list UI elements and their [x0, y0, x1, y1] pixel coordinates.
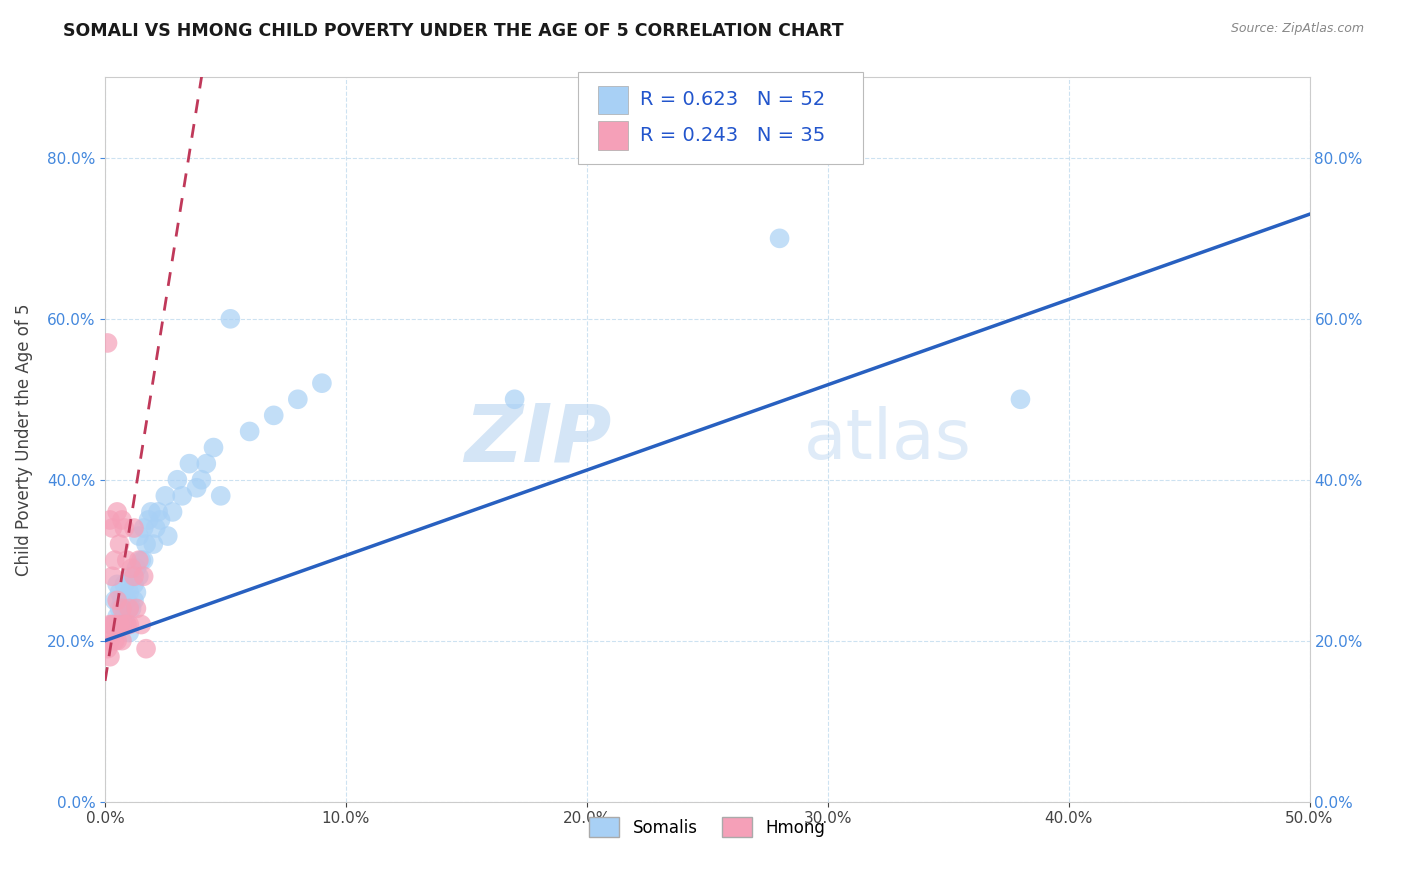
Point	[128, 529, 150, 543]
Point	[118, 617, 141, 632]
Point	[96, 633, 118, 648]
Point	[132, 521, 155, 535]
Point	[132, 553, 155, 567]
Point	[115, 593, 138, 607]
Point	[125, 561, 148, 575]
Point	[311, 376, 333, 391]
Point	[190, 473, 212, 487]
Point	[121, 569, 143, 583]
Point	[112, 521, 135, 535]
Point	[146, 505, 169, 519]
Point	[1010, 392, 1032, 407]
Point	[101, 617, 124, 632]
Point	[104, 593, 127, 607]
Point	[101, 569, 124, 583]
Point	[139, 505, 162, 519]
Point	[115, 617, 138, 632]
Point	[115, 617, 138, 632]
Point	[105, 505, 128, 519]
Point	[162, 505, 184, 519]
Point	[166, 473, 188, 487]
Point	[112, 617, 135, 632]
Point	[122, 577, 145, 591]
Y-axis label: Child Poverty Under the Age of 5: Child Poverty Under the Age of 5	[15, 303, 32, 575]
Point	[115, 553, 138, 567]
Point	[122, 593, 145, 607]
Point	[108, 585, 131, 599]
Point	[125, 585, 148, 599]
Point	[121, 561, 143, 575]
Point	[96, 641, 118, 656]
Point	[118, 601, 141, 615]
Point	[129, 617, 152, 632]
Point	[108, 537, 131, 551]
Text: atlas: atlas	[804, 406, 972, 473]
Point	[145, 521, 167, 535]
Point	[287, 392, 309, 407]
Point	[111, 633, 134, 648]
Point	[96, 335, 118, 350]
Point	[101, 521, 124, 535]
Point	[135, 537, 157, 551]
Point	[156, 529, 179, 543]
Point	[108, 601, 131, 615]
Text: Source: ZipAtlas.com: Source: ZipAtlas.com	[1230, 22, 1364, 36]
Point	[104, 617, 127, 632]
Point	[142, 537, 165, 551]
Point	[129, 553, 152, 567]
Text: SOMALI VS HMONG CHILD POVERTY UNDER THE AGE OF 5 CORRELATION CHART: SOMALI VS HMONG CHILD POVERTY UNDER THE …	[63, 22, 844, 40]
Legend: Somalis, Hmong: Somalis, Hmong	[582, 810, 832, 844]
Point	[98, 633, 121, 648]
Point	[195, 457, 218, 471]
Point	[239, 425, 262, 439]
Point	[128, 569, 150, 583]
Point	[219, 311, 242, 326]
Point	[202, 441, 225, 455]
Point	[111, 593, 134, 607]
Point	[122, 521, 145, 535]
Point	[105, 633, 128, 648]
Point	[155, 489, 177, 503]
Point	[98, 513, 121, 527]
Point	[135, 641, 157, 656]
Point	[149, 513, 172, 527]
Point	[111, 617, 134, 632]
Point	[111, 601, 134, 615]
Point	[172, 489, 194, 503]
Point	[98, 649, 121, 664]
Point	[132, 569, 155, 583]
Point	[118, 601, 141, 615]
Point	[104, 553, 127, 567]
Point	[503, 392, 526, 407]
Point	[104, 633, 127, 648]
Point	[118, 625, 141, 640]
Point	[121, 601, 143, 615]
Point	[105, 577, 128, 591]
Point	[112, 577, 135, 591]
Text: R = 0.243   N = 35: R = 0.243 N = 35	[640, 126, 825, 145]
Point	[122, 569, 145, 583]
Point	[98, 617, 121, 632]
Point	[179, 457, 201, 471]
Point	[186, 481, 208, 495]
Point	[118, 585, 141, 599]
Point	[112, 609, 135, 624]
Point	[111, 513, 134, 527]
Point	[138, 513, 160, 527]
Point	[105, 593, 128, 607]
Point	[101, 617, 124, 632]
Point	[125, 601, 148, 615]
Text: R = 0.623   N = 52: R = 0.623 N = 52	[640, 90, 825, 110]
Point	[768, 231, 790, 245]
Point	[105, 609, 128, 624]
Point	[128, 553, 150, 567]
Text: ZIP: ZIP	[464, 401, 612, 478]
Point	[108, 617, 131, 632]
Point	[263, 409, 285, 423]
Point	[209, 489, 232, 503]
